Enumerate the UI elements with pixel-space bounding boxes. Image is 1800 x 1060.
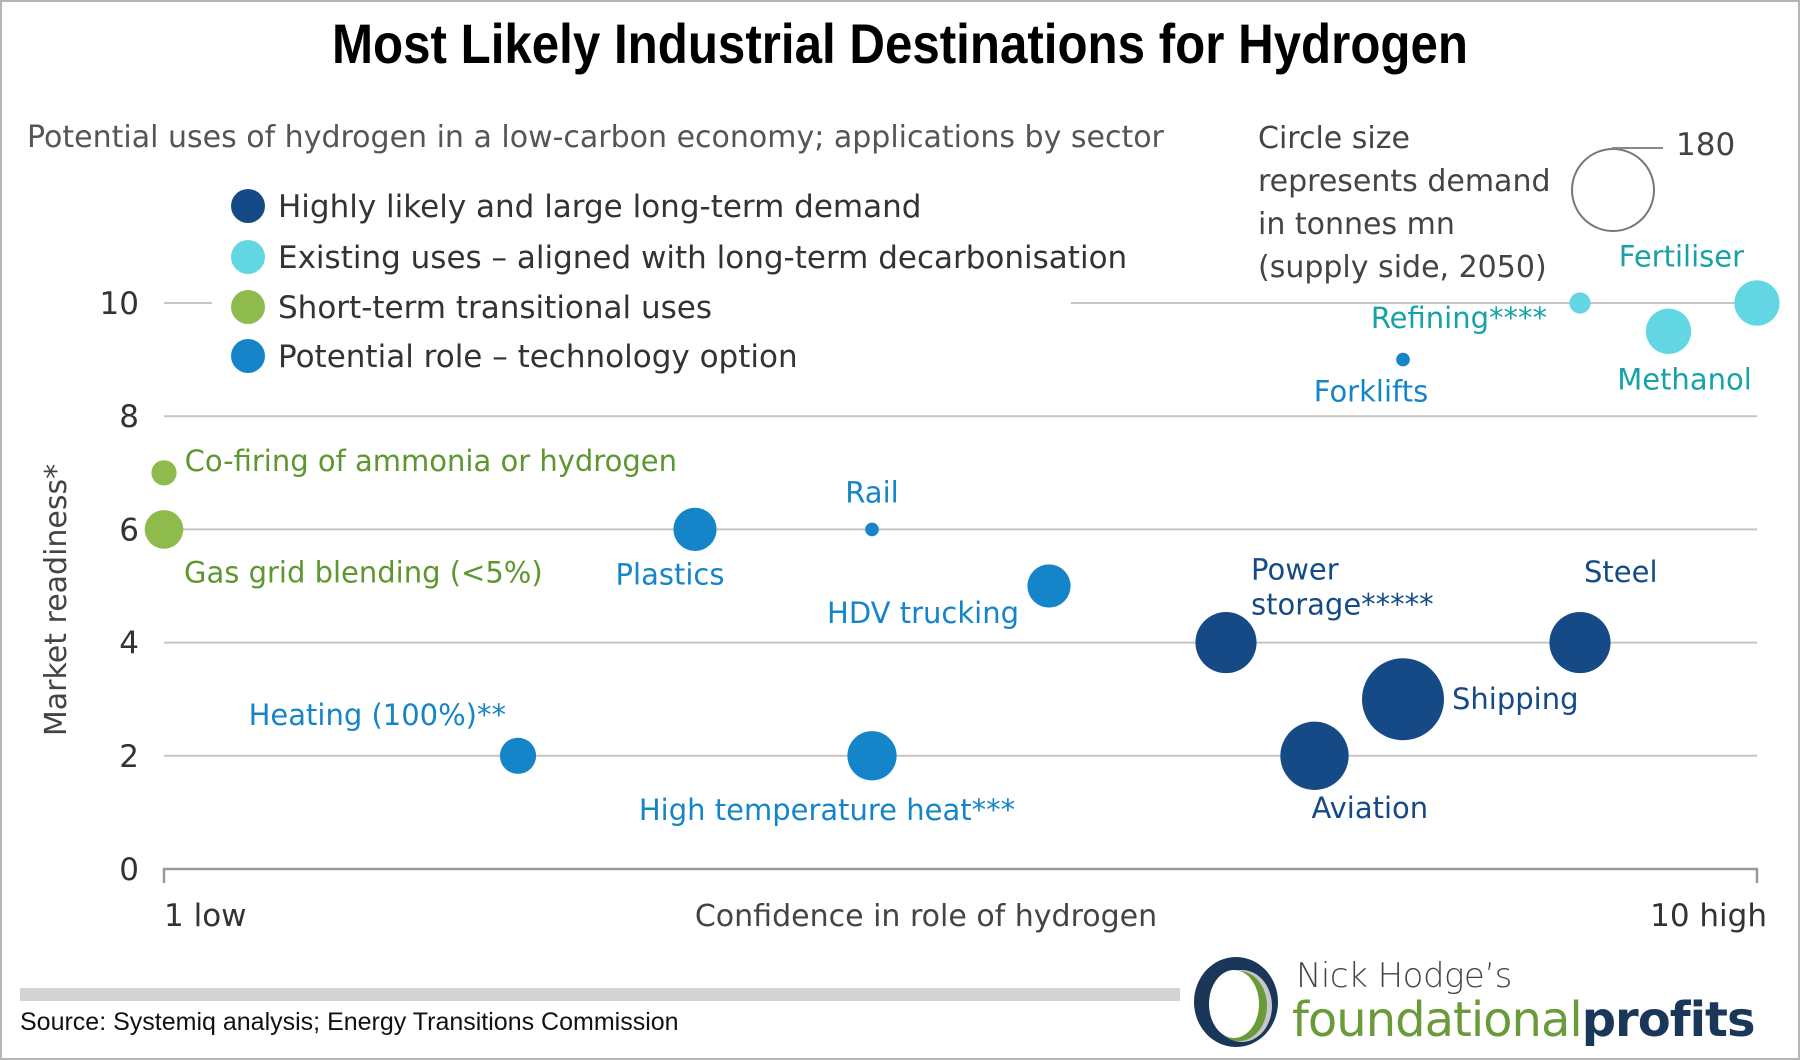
size-legend-value: 180 [1676,127,1735,163]
x-axis-line [162,867,1759,883]
y-tick-label: 4 [119,626,139,662]
chart-title: Most Likely Industrial Destinations for … [332,13,1468,76]
point-hdv-trucking [1027,564,1071,608]
legend-swatch-short_term [231,290,265,324]
legend-label-short_term: Short-term transitional uses [278,290,712,326]
label-power-storage: Power storage***** [1251,553,1434,622]
label-heating-100: Heating (100%)** [249,698,506,732]
point-co-firing-of-ammonia-or-hydrogen [151,460,177,486]
source-divider [20,988,1180,1001]
label-high-temperature-heat: High temperature heat*** [639,793,1015,827]
point-refining [1569,292,1591,314]
y-tick-label: 2 [119,739,139,775]
y-axis-label: Market readiness* [39,464,74,736]
category-legend: Highly likely and large long-term demand… [231,189,1127,375]
legend-label-existing: Existing uses – aligned with long-term d… [278,240,1127,276]
label-hdv-trucking: HDV trucking [827,596,1019,630]
label-forklifts: Forklifts [1314,375,1428,409]
y-tick-label: 6 [119,512,139,548]
y-tick-label: 8 [119,399,139,435]
size-legend-circle [1571,148,1655,232]
y-tick-label: 0 [119,852,139,888]
legend-label-potential: Potential role – technology option [278,339,798,375]
chart-subtitle: Potential uses of hydrogen in a low-carb… [27,120,1165,155]
y-axis-ticks: 0 2 4 6 8 10 [100,286,139,888]
publisher-logo: Nick Hodge’s foundationalprofits [1192,952,1792,1052]
legend-swatch-highly_likely [231,189,265,223]
x-tick-label: 1 low [164,898,247,934]
logo-brand-bold: profits [1581,992,1756,1048]
label-methanol: Methanol [1617,362,1752,396]
point-high-temperature-heat [847,731,897,781]
label-steel: Steel [1584,555,1658,589]
y-tick-label: 10 [100,286,139,322]
point-forklifts [1396,352,1410,367]
point-power-storage [1195,612,1257,674]
point-shipping [1362,658,1444,741]
label-rail: Rail [845,475,898,509]
point-plastics [673,507,717,552]
point-rail [865,522,879,537]
size-legend-text: represents demand [1258,164,1551,199]
legend-swatch-existing [231,240,265,274]
size-legend-text: (supply side, 2050) [1258,250,1547,285]
logo-owner-text: Nick Hodge’s [1296,956,1512,996]
x-axis: 1 low 10 high [162,867,1767,934]
size-legend-text: Circle size [1258,121,1410,156]
data-points [144,280,1780,790]
label-gas-grid-blending-5: Gas grid blending (<5%) [184,556,543,590]
label-aviation: Aviation [1312,791,1429,825]
logo-ring-icon [1194,957,1278,1047]
gridlines [164,302,1757,757]
point-heating-100 [499,737,537,774]
legend-swatch-potential [231,339,265,373]
label-plastics: Plastics [616,557,725,591]
point-gas-grid-blending-5 [144,510,184,549]
legend-label-highly_likely: Highly likely and large long-term demand [278,189,921,225]
label-refining: Refining**** [1371,301,1547,335]
point-methanol [1645,308,1692,354]
x-axis-label: Confidence in role of hydrogen [695,899,1157,934]
point-steel [1549,612,1611,674]
x-tick-label: 10 high [1650,898,1767,934]
label-fertiliser: Fertiliser [1619,239,1744,273]
label-shipping: Shipping [1452,682,1579,716]
logo-brand-light: foundational [1292,992,1583,1048]
size-legend: Circle size represents demand in tonnes mn… [1258,121,1735,285]
point-fertiliser [1734,280,1780,326]
source-note: Source: Systemiq analysis; Energy Transi… [20,1008,679,1036]
label-co-firing-of-ammonia-or-hydrogen: Co-firing of ammonia or hydrogen [185,444,677,478]
point-aviation [1280,721,1349,790]
data-labels: Co-firing of ammonia or hydrogen Gas grid… [184,239,1752,826]
size-legend-text: in tonnes mn [1258,207,1455,242]
logo-brand-text: foundationalprofits [1292,992,1756,1048]
